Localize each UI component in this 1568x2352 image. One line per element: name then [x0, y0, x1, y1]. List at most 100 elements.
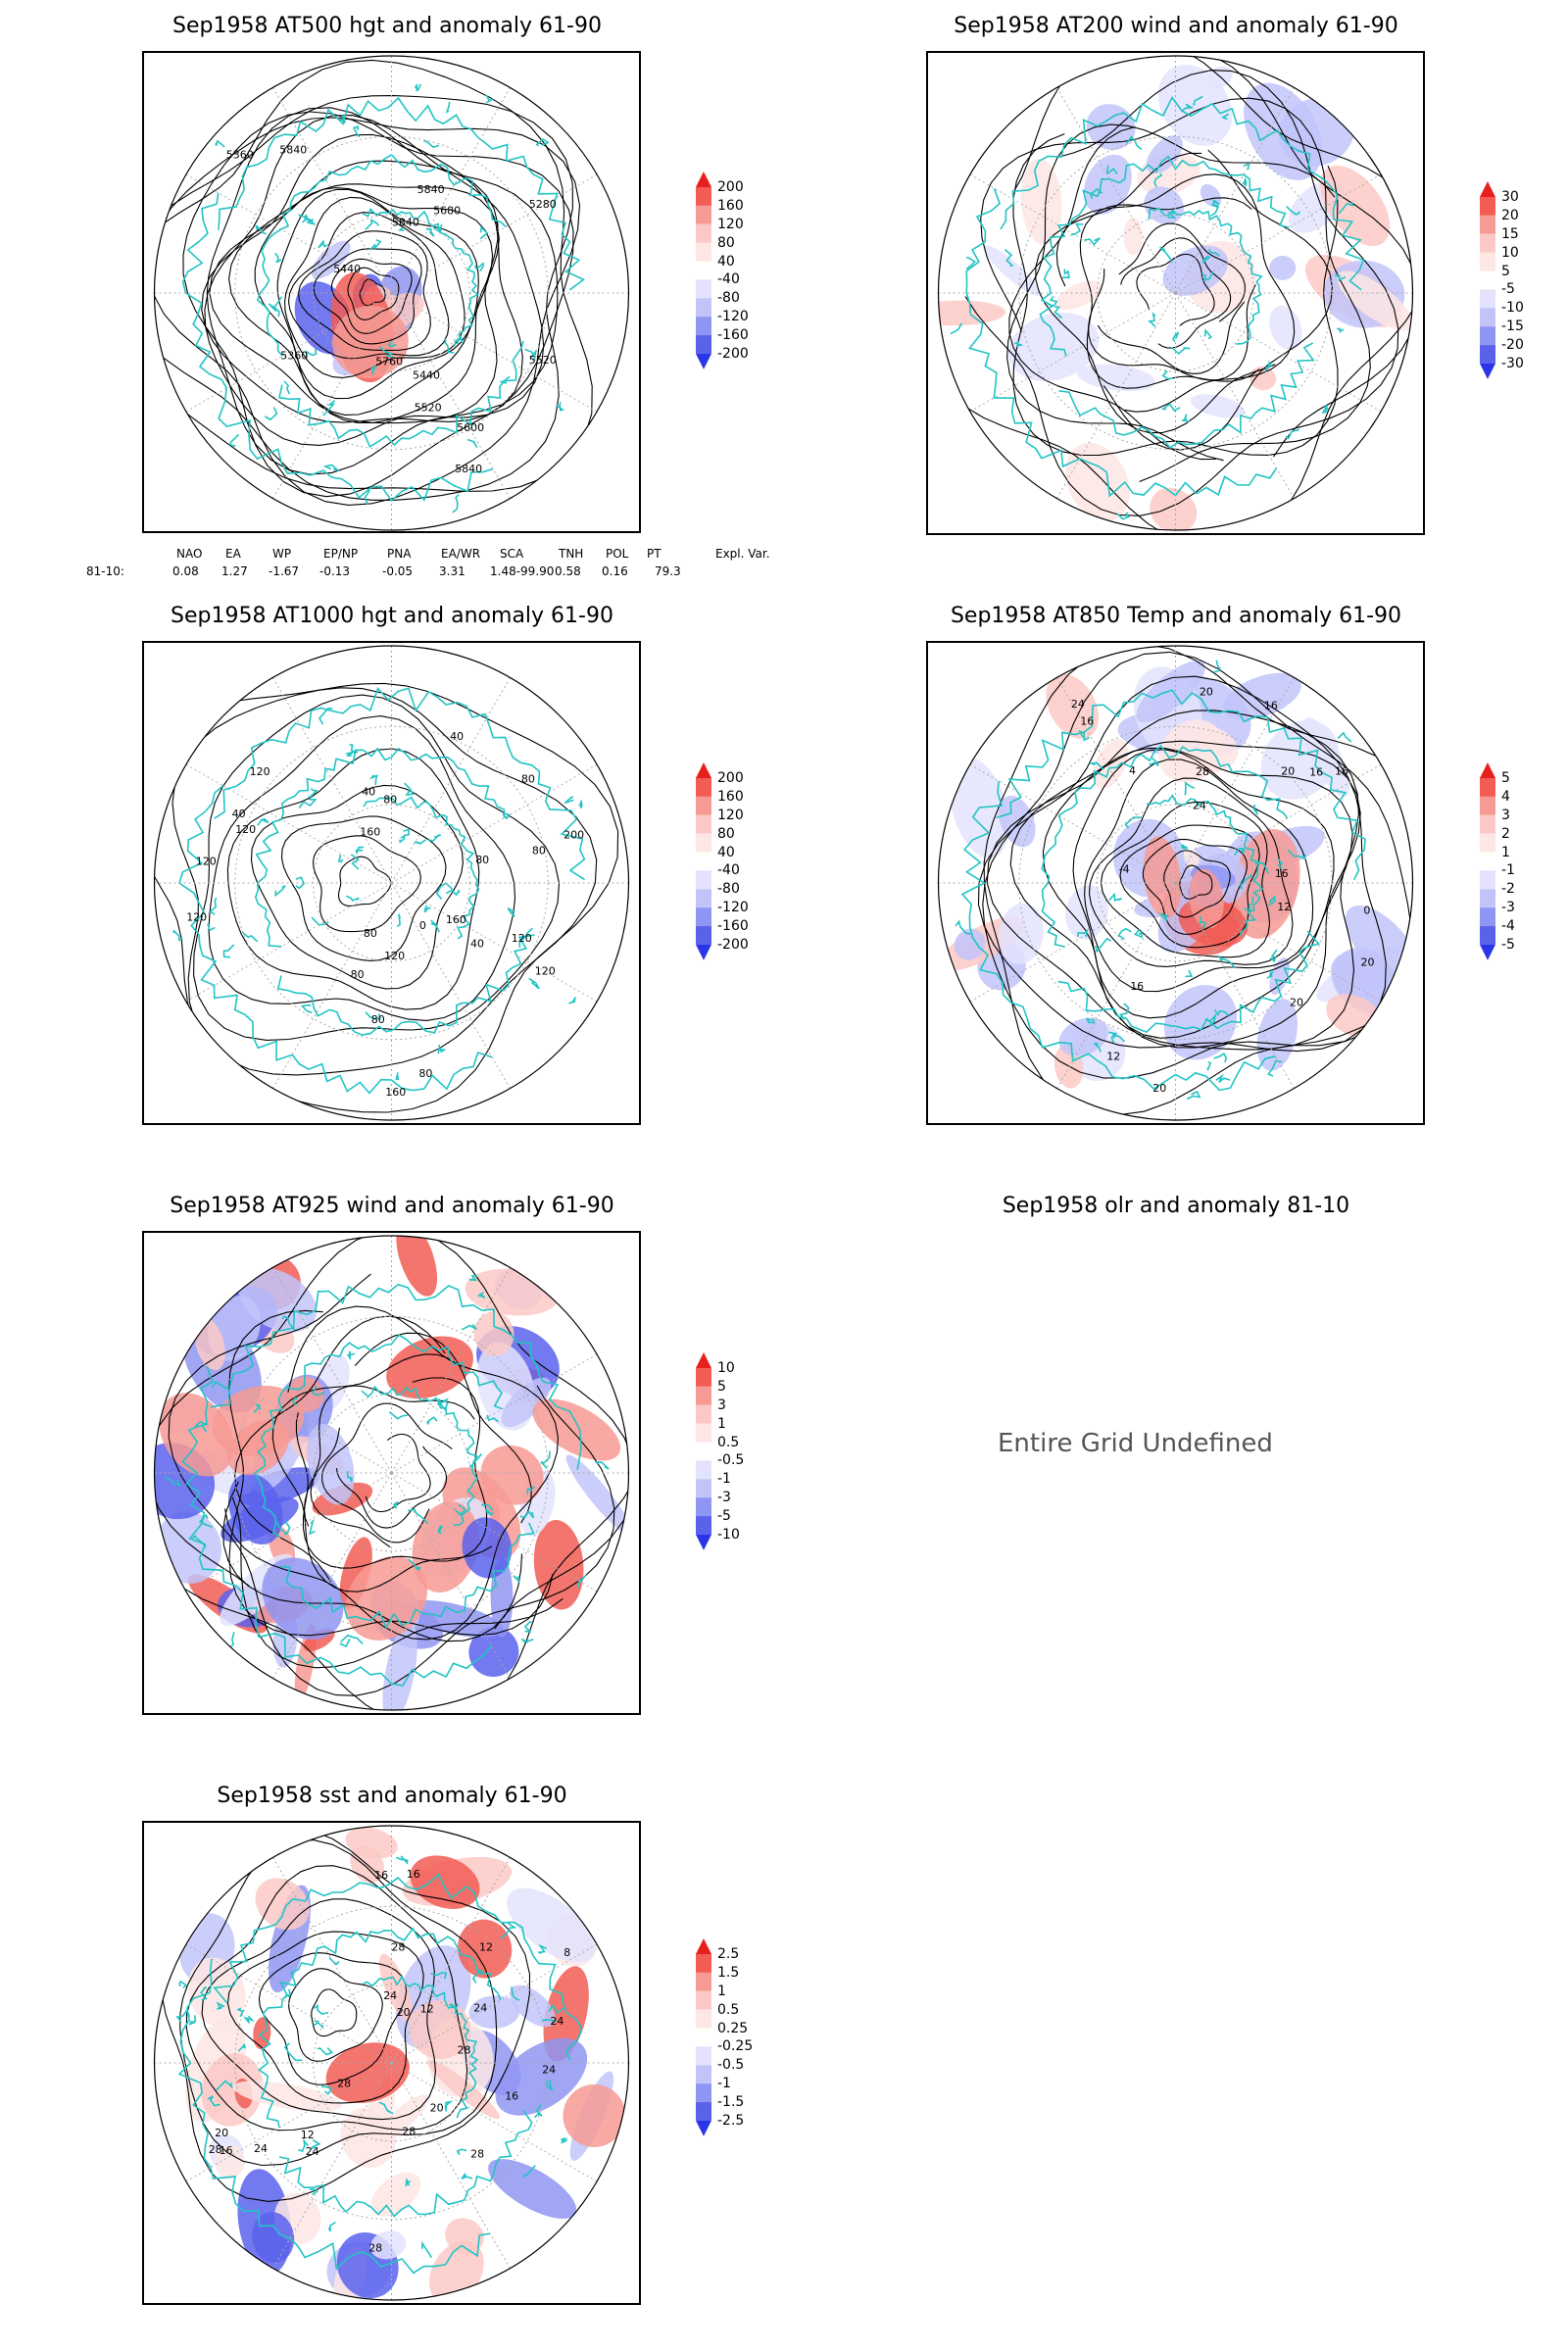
p850-contour-label: 20 — [1361, 956, 1375, 969]
border-segment — [298, 214, 315, 223]
border-segment — [1070, 222, 1084, 236]
p500-tick-label: 40 — [717, 253, 735, 270]
anomaly-blob — [1046, 673, 1099, 739]
border-segment — [540, 1450, 551, 1469]
p200-tick-label: -30 — [1501, 355, 1524, 371]
streamline — [1008, 125, 1216, 461]
psst-bin-7 — [696, 2065, 711, 2084]
psst-contour-label: 28 — [470, 2148, 484, 2161]
border-segment — [388, 1411, 409, 1420]
p1000-tick-label: -120 — [717, 900, 749, 916]
p925-tick-label: -5 — [717, 1508, 731, 1525]
border-segment — [1252, 804, 1259, 815]
psst-contour-label: 28 — [337, 2077, 351, 2089]
border-segment — [1201, 255, 1211, 264]
p200-bin-5 — [1480, 270, 1495, 290]
border-segment — [1214, 1008, 1231, 1017]
anomaly-blob — [396, 1236, 438, 1297]
contour-line — [287, 212, 450, 360]
border-segment — [243, 2015, 255, 2024]
streamline — [980, 97, 1371, 483]
border-segment — [430, 1971, 448, 1980]
psst-bin-6 — [696, 2046, 711, 2066]
psst-contour-label: 8 — [564, 1946, 570, 1959]
border-segment — [533, 2104, 543, 2119]
border-segment — [538, 1943, 548, 1954]
border-segment — [309, 2188, 318, 2196]
p850-contour-label: 16 — [1275, 867, 1289, 880]
border-segment — [1095, 937, 1112, 954]
border-segment — [345, 751, 354, 758]
anomaly-blob — [1320, 165, 1391, 247]
map-sst: 28 28 24 24 20 16 12 16 12 28 28 24 20 16 12 8 16 20 24 24 2… — [142, 1821, 641, 2305]
p500-tick-label: -80 — [717, 290, 740, 307]
psst-contour-label: 24 — [306, 2145, 319, 2158]
p1000-bin-1 — [696, 778, 711, 797]
streamline — [168, 1273, 615, 1696]
border-segment — [1172, 331, 1180, 342]
p200-bin-1 — [1480, 197, 1495, 216]
border-segment — [396, 913, 401, 927]
border-segment — [445, 888, 461, 897]
p1000-contour-label: 40 — [470, 938, 484, 951]
border-segment — [369, 238, 382, 251]
streamline — [1006, 123, 1336, 462]
index-header: SCA — [500, 547, 524, 561]
anomaly-blob — [954, 928, 986, 960]
border-segment — [298, 2137, 310, 2153]
teleconnection-index-values: 81-10: 0.08 1.27 -1.67 -0.13 -0.05 3.31 1.48-99… — [86, 564, 772, 580]
border-segment — [355, 846, 365, 856]
contour-line — [154, 95, 573, 501]
p1000-tick-label: -160 — [717, 918, 749, 935]
border-segment — [461, 2173, 473, 2180]
border-segment — [422, 140, 440, 148]
anomaly-blob — [378, 1953, 414, 2022]
anomaly-blob — [386, 1336, 473, 1399]
anomaly-blob — [369, 2230, 407, 2260]
p500-bin-4 — [696, 242, 711, 262]
panel-title-at200: Sep1958 AT200 wind and anomaly 61-90 — [954, 14, 1398, 38]
index-value: 79.3 — [655, 564, 681, 578]
border-segment — [397, 227, 405, 232]
border-segment — [1084, 237, 1101, 246]
p850-contour-label: 24 — [1193, 799, 1206, 811]
border-segment — [499, 375, 511, 384]
anomaly-blob — [501, 1377, 552, 1428]
p850-contour-label: 20 — [1200, 686, 1213, 699]
border-segment — [524, 348, 537, 362]
border-segment — [428, 834, 441, 843]
p500-tick-label: 200 — [717, 179, 744, 195]
border-segment — [237, 2043, 247, 2052]
p1000-tick-label: 40 — [717, 844, 735, 860]
map-disc — [938, 56, 1413, 530]
border-segment — [1124, 816, 1143, 829]
p925-bin-top — [696, 1352, 711, 1368]
p500-bin-1 — [696, 187, 711, 206]
border-segment — [370, 365, 376, 375]
p500-bin-bottom — [696, 353, 711, 369]
border-segment — [312, 1386, 325, 1396]
border-segment — [257, 817, 270, 826]
psst-contour-label: 16 — [220, 2144, 233, 2157]
border-segment — [445, 101, 451, 114]
anomaly-blob — [1146, 135, 1183, 174]
teleconnection-index-header: NAO EA WP EP/NP PNA EA/WR SCA TNH POL PT Expl. Var… — [167, 547, 770, 563]
map-disc — [154, 56, 629, 530]
border-segment — [1192, 95, 1203, 106]
coastline-segment — [279, 1522, 535, 1630]
border-segment — [528, 977, 540, 990]
anomaly-blob — [1144, 186, 1184, 224]
anomaly-blob — [490, 1557, 514, 1638]
contour-line — [1084, 759, 1314, 993]
border-segment — [215, 139, 225, 148]
border-segment — [346, 1470, 353, 1483]
lat-lon-grid — [154, 56, 629, 530]
anomaly-blob — [999, 903, 1044, 965]
border-segment — [283, 2042, 303, 2062]
map-at850: 16 12 16 20 0 16 20 24 -4 4 12 16 24 20 16 28 20 20 16 — [926, 641, 1425, 1125]
lat-lon-grid — [938, 56, 1413, 530]
border-segment — [432, 223, 443, 234]
p500-contour-label: 5440 — [413, 369, 440, 382]
p200-tick-label: 30 — [1501, 189, 1519, 205]
border-segment — [1321, 404, 1329, 415]
